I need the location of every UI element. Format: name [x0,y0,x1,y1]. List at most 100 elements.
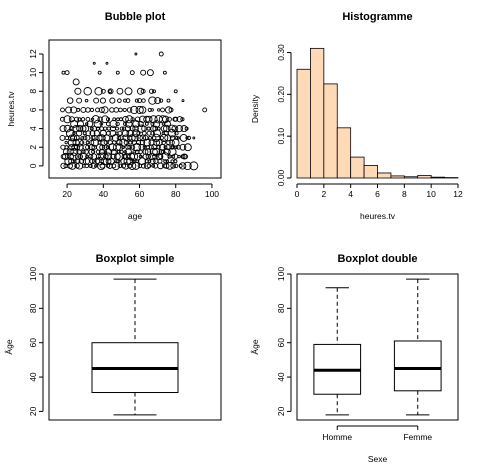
bubble-point [79,140,85,146]
histogram-ytick-label: 0.10 [276,128,286,145]
bubble-point [166,98,171,103]
bubble-point [116,117,120,122]
bubble-point [134,98,139,103]
bubble-point [163,124,171,133]
bubble-point [91,149,96,154]
bubble-point [64,145,69,150]
boxplot-simple-ytick-label: 40 [28,372,38,382]
bubble-point [64,140,68,145]
bubble-point [85,122,89,126]
bubble-point [173,163,179,169]
bubble-point [155,139,163,147]
bubble-point [179,143,187,151]
bubble-plot-xticks: 20 40 60 80 100 [62,183,219,199]
bubble-point [93,130,100,137]
histogram-xtick-label: 12 [453,189,463,199]
bubble-point [103,126,108,131]
bubble-point [106,130,111,136]
histogram-ytick-label: 0.30 [276,44,286,61]
bubble-point [112,117,117,122]
bubble-point [63,124,72,133]
bubble-point [83,87,92,96]
bubble-point [130,117,135,122]
bubble-point [85,107,91,113]
bubble-point [140,163,147,169]
bubble-point [153,139,161,146]
histogram-xtick-label: 6 [375,189,380,199]
bubble-point [131,129,140,138]
bubble-point [60,107,65,113]
bubble-point [128,161,137,170]
bubble-point [66,152,74,161]
bubble-point [82,143,90,151]
bubble-point [98,134,106,142]
bubble-point [106,117,111,122]
boxplot-double-frame [296,273,459,421]
histogram-bar [336,127,352,179]
bubble-point [138,106,147,114]
boxplot-double-xticks: Homme Femme [322,425,432,442]
bubble-point [140,69,147,76]
bubble-point [141,98,146,103]
bubble-point [148,136,152,140]
bubble-point [61,70,66,75]
bubble-point [123,98,127,103]
bubble-point [135,105,144,114]
bubble-point [93,97,100,104]
bubble-point [117,98,122,103]
bubble-point [90,162,97,169]
bubble-point [152,129,162,138]
bubble-point [168,124,176,133]
bubble-point [84,135,91,141]
histogram-bar [350,156,365,179]
bubble-point [186,135,192,141]
bubble-plot-ytick-label: 6 [28,107,38,112]
bubble-point [66,97,74,104]
histogram-bar [377,172,392,179]
bubble-point [138,154,143,159]
bubble-point [81,149,86,154]
bubble-point [59,125,67,133]
boxplot-box [393,340,442,392]
bubble-plot-ytick-label: 2 [28,145,38,150]
bubble-point [134,52,138,56]
histogram-ytick-label: 0.00 [276,169,286,186]
bubble-point [152,153,158,160]
bubble-point [192,136,196,140]
bubble-point [115,121,120,127]
bubble-point [175,124,183,133]
bubble-point [99,97,107,104]
bubble-point [99,144,106,151]
bubble-point [152,89,156,94]
bubble-point [142,148,149,155]
bubble-point [106,126,111,131]
boxplot-simple-ylabel: Âge [4,339,14,354]
bubble-point [165,162,174,170]
histogram-xtick-label: 10 [426,189,436,199]
bubble-point [163,159,168,164]
bubble-point [137,120,144,127]
histogram-ylabel: Density [250,94,260,123]
bubble-point [150,121,155,126]
bubble-point [150,125,157,132]
bubble-point [92,61,96,65]
bubble-point [148,152,156,161]
bubble-plot-xtick-label: 60 [135,189,145,199]
histogram-panel: Histogramme heures.tv Density 0 2 4 6 8 10 12 … [250,11,463,221]
bubble-point [101,106,109,114]
bubble-point [154,97,162,105]
bubble-point [63,115,72,124]
bubble-plot-ytick-label: 10 [28,68,38,78]
bubble-point [77,120,84,128]
bubble-point [179,162,187,170]
bubble-point [137,98,142,104]
bubble-point [143,138,151,147]
bubble-plot-ytick-label: 8 [28,89,38,94]
bubble-point [146,126,151,131]
bubble-point [118,107,123,113]
bubble-point [180,125,188,133]
bubble-point [170,145,175,149]
bubble-point [80,136,85,140]
bubble-point [106,145,111,150]
bubble-point [108,89,113,94]
